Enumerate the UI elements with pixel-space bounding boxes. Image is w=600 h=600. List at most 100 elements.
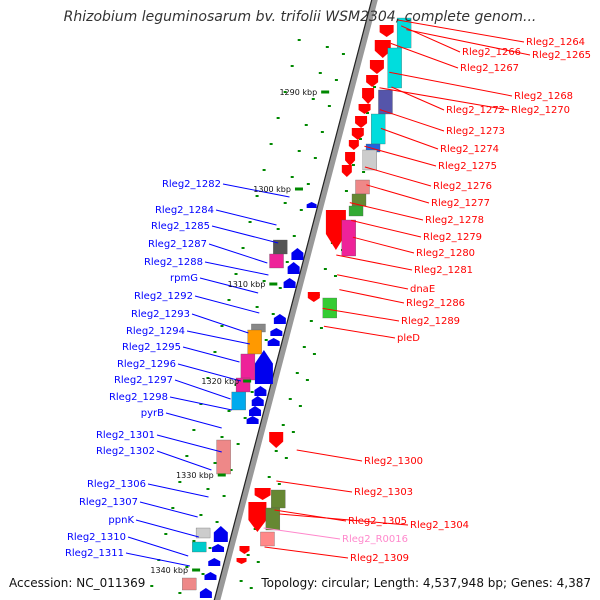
minus-strand-gene — [208, 558, 221, 566]
minus-strand-gene — [287, 262, 300, 274]
plus-strand-block — [387, 47, 402, 89]
track-tick — [290, 65, 294, 67]
track-tick — [311, 98, 315, 100]
plus-strand-block — [322, 297, 337, 319]
label-connector — [208, 243, 268, 264]
minus-strand-gene — [273, 314, 286, 324]
track-tick — [199, 403, 203, 405]
gene-label: Rleg2_1264 — [526, 37, 585, 48]
track-tick — [227, 299, 231, 301]
track-tick — [277, 483, 281, 485]
gene-label: dnaE — [410, 284, 435, 295]
track-tick — [239, 580, 243, 582]
minus-strand-gene — [199, 588, 212, 598]
track-tick — [199, 514, 203, 516]
track-tick — [256, 561, 260, 563]
label-connector — [147, 483, 209, 498]
track-tick — [185, 566, 189, 568]
gene-label: Rleg2_1295 — [122, 342, 181, 353]
track-tick — [220, 436, 224, 438]
track-tick — [358, 138, 362, 140]
gene-label: Rleg2_1275 — [438, 161, 497, 172]
track-tick — [362, 171, 366, 173]
minus-strand-block — [231, 391, 246, 411]
gene-label: Rleg2_1294 — [126, 326, 185, 337]
minus-strand-gene — [204, 572, 217, 580]
label-connector — [337, 274, 409, 290]
track-tick — [297, 150, 301, 152]
track-tick — [234, 273, 238, 275]
track-tick — [241, 247, 245, 249]
gene-label: Rleg2_1270 — [511, 105, 570, 116]
track-tick — [243, 417, 247, 419]
track-tick — [351, 164, 355, 166]
track-tick — [312, 353, 316, 355]
track-tick — [323, 268, 327, 270]
track-tick — [206, 488, 210, 490]
gene-label: Rleg2_1302 — [96, 446, 155, 457]
label-connector — [323, 325, 396, 339]
label-connector — [336, 254, 413, 271]
label-connector — [391, 86, 445, 111]
track-tick — [325, 46, 329, 48]
backbone-edge — [213, 0, 373, 600]
track-tick — [249, 587, 253, 589]
track-tick — [304, 124, 308, 126]
kbp-tick — [269, 282, 278, 286]
gene-label: Rleg2_1286 — [406, 298, 465, 309]
gene-label: Rleg2_1297 — [114, 375, 173, 386]
track-tick — [236, 443, 240, 445]
gene-label: Rleg2_1278 — [425, 215, 484, 226]
gene-label: ppnK — [108, 515, 134, 526]
label-connector — [215, 209, 277, 226]
label-connector — [349, 202, 424, 221]
gene-label: Rleg2_1277 — [431, 198, 490, 209]
gene-label: pleD — [397, 333, 420, 344]
minus-strand-block — [192, 541, 207, 553]
label-connector — [199, 277, 259, 294]
minus-strand-gene — [246, 416, 259, 424]
minus-strand-gene — [283, 278, 296, 288]
track-tick — [192, 429, 196, 431]
plus-strand-gene — [355, 116, 368, 128]
track-tick — [319, 327, 323, 329]
gene-label: Rleg2_1296 — [117, 359, 176, 370]
plus-strand-block — [362, 149, 377, 171]
label-connector — [352, 236, 415, 254]
plus-strand-block — [260, 531, 275, 547]
track-tick — [229, 469, 233, 471]
track-tick — [178, 592, 182, 594]
track-tick — [215, 521, 219, 523]
track-tick — [201, 573, 205, 575]
genome-backbone — [213, 0, 378, 600]
track-tick — [290, 176, 294, 178]
track-tick — [309, 320, 313, 322]
gene-label: Rleg2_1265 — [532, 50, 591, 61]
gene-label: Rleg2_1268 — [514, 91, 573, 102]
minus-strand-gene — [291, 248, 304, 260]
track-tick — [269, 143, 273, 145]
minus-strand-block — [247, 329, 262, 355]
gene-label: Rleg2_1307 — [79, 497, 138, 508]
track-tick — [208, 547, 212, 549]
label-connector — [125, 552, 190, 567]
minus-strand-block — [240, 353, 256, 381]
kbp-tick — [192, 568, 201, 572]
gene-label: Rleg2_1310 — [67, 532, 126, 543]
gene-label: Rleg2_1298 — [109, 392, 168, 403]
label-connector — [182, 346, 240, 363]
label-connector — [263, 527, 341, 540]
plus-strand-gene — [307, 292, 320, 302]
track-tick — [298, 405, 302, 407]
label-connector — [390, 42, 459, 69]
track-tick — [255, 306, 259, 308]
plus-strand-block — [265, 507, 281, 531]
label-connector — [379, 87, 510, 111]
track-tick — [213, 351, 217, 353]
label-connector — [351, 219, 422, 238]
label-connector — [379, 109, 445, 132]
track-tick — [327, 105, 331, 107]
plus-strand-gene — [236, 558, 247, 564]
label-connector — [211, 225, 279, 244]
